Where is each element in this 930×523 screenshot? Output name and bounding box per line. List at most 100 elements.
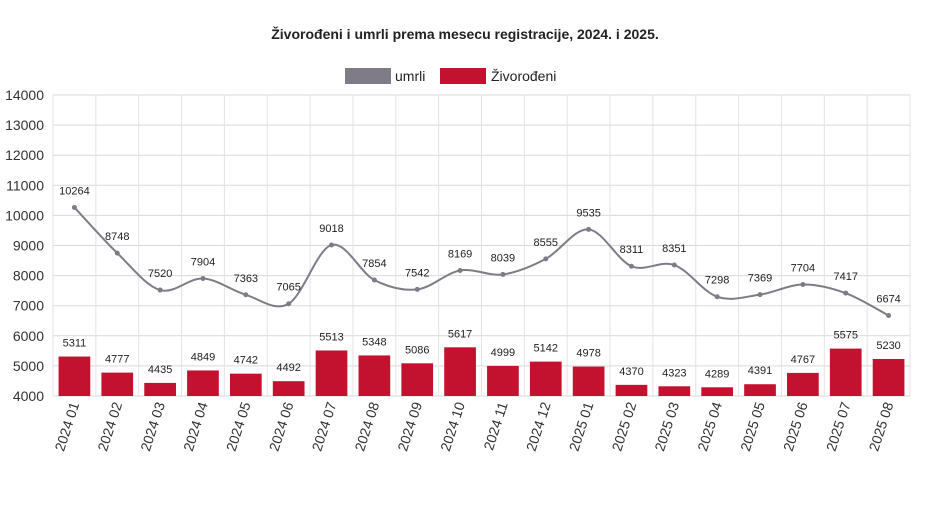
x-tick-label: 2024 01 <box>51 400 82 453</box>
x-tick-label: 2024 02 <box>94 400 125 453</box>
x-tick-label: 2025 01 <box>566 400 597 453</box>
y-tick-label: 11000 <box>6 177 44 193</box>
bar <box>487 365 519 396</box>
bar-data-label: 4370 <box>619 366 643 378</box>
bar-data-label: 4492 <box>276 362 300 374</box>
bar-data-label: 4742 <box>234 355 258 367</box>
line-point <box>200 275 206 281</box>
line-point <box>671 262 677 268</box>
x-tick-label: 2024 10 <box>437 400 468 453</box>
legend-swatch-zivorodjeni <box>440 68 486 84</box>
bar-data-label: 5513 <box>319 331 343 343</box>
y-tick-label: 14000 <box>5 87 44 103</box>
bar <box>144 382 176 396</box>
line-data-label: 7417 <box>833 271 857 283</box>
bar <box>529 361 562 396</box>
line-data-label: 7369 <box>748 273 772 285</box>
legend-label-zivorodjeni: Živorođeni <box>491 68 556 84</box>
line-point <box>457 268 463 274</box>
bar <box>572 366 605 396</box>
line-data-label: 7363 <box>234 273 258 285</box>
line-data-label: 8311 <box>620 244 644 256</box>
y-tick-label: 9000 <box>13 238 44 254</box>
line-data-label: 8351 <box>662 243 686 255</box>
line-point <box>500 271 506 277</box>
bar <box>872 358 905 396</box>
line-point <box>71 204 77 210</box>
legend-swatch-umrli <box>345 68 391 84</box>
bar <box>787 372 819 396</box>
y-tick-label: 10000 <box>5 207 44 223</box>
y-tick-label: 7000 <box>13 298 44 314</box>
x-tick-label: 2024 12 <box>523 400 554 453</box>
line-point <box>414 286 420 292</box>
line-point <box>628 263 634 269</box>
line-point <box>157 287 163 293</box>
bar <box>829 348 862 396</box>
line-data-label: 7298 <box>705 275 729 287</box>
line-data-label: 8748 <box>105 231 129 243</box>
bar-data-label: 4323 <box>662 367 686 379</box>
bar <box>658 386 691 396</box>
x-tick-label: 2025 05 <box>737 400 768 453</box>
y-tick-label: 13000 <box>5 117 44 133</box>
bar <box>358 355 391 396</box>
x-tick-label: 2024 06 <box>266 400 297 453</box>
bar-data-label: 5230 <box>876 340 900 352</box>
bar <box>229 373 262 396</box>
bar-data-label: 4999 <box>491 347 515 359</box>
y-tick-label: 6000 <box>13 328 44 344</box>
bar <box>272 381 305 396</box>
bar-data-label: 5311 <box>63 338 87 350</box>
line-point <box>329 242 335 248</box>
bar <box>58 356 91 396</box>
x-tick-label: 2025 02 <box>608 400 639 453</box>
line-data-label: 8039 <box>491 252 515 264</box>
x-tick-label: 2024 03 <box>137 400 168 453</box>
line-data-label: 6674 <box>876 294 900 306</box>
line-data-label: 7704 <box>791 263 815 275</box>
line-data-label: 9535 <box>576 207 600 219</box>
chart-title: Živorođeni i umrli prema mesecu registra… <box>271 26 659 42</box>
x-tick-label: 2024 11 <box>480 400 511 452</box>
line-data-label: 8169 <box>448 249 472 261</box>
x-tick-label: 2024 04 <box>180 400 211 453</box>
series-line-umrli <box>73 206 890 317</box>
x-tick-label: 2025 03 <box>651 400 682 453</box>
line-data-label: 7520 <box>148 268 172 280</box>
y-tick-label: 8000 <box>13 268 44 284</box>
line-point <box>286 301 292 307</box>
line-point <box>243 292 249 298</box>
line-point <box>371 277 377 283</box>
bar-data-label: 5142 <box>534 343 558 355</box>
y-tick-label: 4000 <box>13 388 44 404</box>
line-point <box>543 256 549 262</box>
line-data-label: 10264 <box>59 185 90 197</box>
bar-data-label: 5086 <box>405 344 429 356</box>
line-point <box>800 282 806 288</box>
x-tick-label: 2025 07 <box>823 400 854 453</box>
bar <box>187 370 219 396</box>
x-tick-label: 2025 08 <box>866 400 897 453</box>
bar-data-label: 4767 <box>791 354 815 366</box>
bar <box>401 363 434 396</box>
x-tick-label: 2025 04 <box>694 400 725 453</box>
bar-data-label: 4849 <box>191 351 215 363</box>
line-point <box>714 294 720 300</box>
bar <box>701 387 734 396</box>
y-tick-label: 12000 <box>5 147 44 163</box>
bar-data-label: 5575 <box>833 330 857 342</box>
bar-data-label: 5348 <box>362 336 386 348</box>
line-point <box>586 226 592 232</box>
x-tick-label: 2024 09 <box>394 400 425 453</box>
bar <box>744 384 776 396</box>
x-tick-label: 2024 05 <box>223 400 254 453</box>
bar <box>315 350 348 396</box>
line-point <box>886 313 892 319</box>
bar-data-label: 4777 <box>105 354 129 366</box>
line-data-label: 9018 <box>319 223 343 235</box>
bar <box>444 347 476 396</box>
line-point <box>843 290 849 296</box>
bar-data-label: 4978 <box>576 348 600 360</box>
